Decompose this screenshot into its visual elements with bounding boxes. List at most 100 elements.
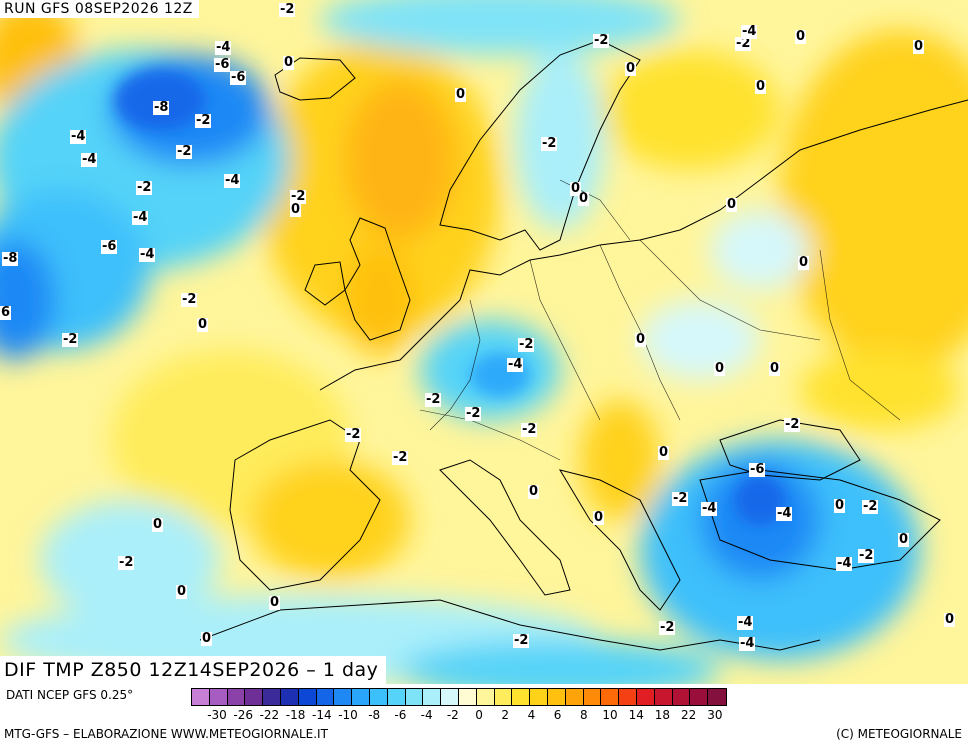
contour-label: -2 [593,33,610,48]
contour-label: 0 [635,332,647,347]
legend-tick-label: 2 [501,708,510,722]
contour-label: -2 [541,136,558,151]
contour-label: -8 [153,100,170,115]
legend-tick-label: -6 [394,708,407,722]
legend-color-swatch [583,689,602,705]
contour-label: -2 [425,392,442,407]
contour-label: 0 [714,361,726,376]
contour-label: -6 [214,57,231,72]
contour-label: -4 [739,636,756,651]
contour-label: 0 [658,445,670,460]
legend-color-swatch [530,689,548,705]
temperature-anomaly-map: RUN GFS 08SEP2026 12Z -2 -4 -6 -6 -8 -2 -4 -4 -2… [0,0,968,684]
contour-label: -2 [521,422,538,437]
legend-color-swatch [654,689,673,705]
legend-color-swatch [405,689,424,705]
contour-label: 0 [798,255,810,270]
contour-label: -2 [858,548,875,563]
legend-tick-label: 18 [654,708,671,722]
legend-color-swatch [708,689,726,705]
credit-right: (C) METEOGIORNALE [836,727,962,741]
legend-tick-label: -8 [368,708,381,722]
legend-color-swatch [334,689,353,705]
map-canvas [0,0,968,684]
contour-label: 0 [726,197,738,212]
legend-tick-label: 4 [527,708,536,722]
contour-label: -4 [836,556,853,571]
legend-tick-label: -14 [311,708,332,722]
contour-label: 0 [769,361,781,376]
legend-color-swatch [458,689,477,705]
contour-label: 0 [152,517,164,532]
contour-label: -4 [507,357,524,372]
legend-color-swatch [280,689,299,705]
map-title: DIF TMP Z850 12Z14SEP2026 – 1 day [0,656,387,684]
contour-label: -2 [513,633,530,648]
color-legend [191,688,727,706]
contour-label: -4 [70,129,87,144]
legend-color-swatch [387,689,406,705]
footer: DATI NCEP GFS 0.25° -30 -26 -2 2 -18 -14 -10 -8… [0,684,968,745]
contour-label: -4 [139,247,156,262]
contour-label: -4 [737,615,754,630]
contour-label: 0 [570,181,582,196]
legend-color-swatch [192,689,210,705]
legend-tick-label: -2 [446,708,459,722]
contour-label: -2 [735,36,752,51]
contour-label: 0 [898,532,910,547]
contour-label: -2 [136,180,153,195]
legend-color-swatch [636,689,655,705]
contour-label: -4 [81,152,98,167]
contour-label: 0 [201,631,213,646]
legend-color-swatch [441,689,459,705]
legend-color-swatch [227,689,246,705]
contour-label: 0 [755,79,767,94]
legend-color-swatch [352,689,370,705]
legend-tick-label: -18 [285,708,306,722]
legend-color-swatch [547,689,566,705]
contour-label: -2 [118,555,135,570]
legend-color-swatch [619,689,637,705]
contour-label: -2 [345,427,362,442]
contour-label: -2 [672,491,689,506]
legend-tick-label: 6 [553,708,562,722]
country-borders [419,179,901,461]
contour-label: 0 [197,317,209,332]
legend-tick-label: 22 [680,708,697,722]
legend-color-swatch [369,689,388,705]
contour-label: 0 [269,595,281,610]
contour-label: -2 [518,337,535,352]
contour-label: -4 [215,40,232,55]
contour-label: -2 [62,332,79,347]
contour-label: -2 [465,406,482,421]
legend-tick-label: -26 [233,708,253,722]
legend-color-swatch [476,689,495,705]
contour-label: 0 [578,191,590,206]
legend-color-swatch [690,689,709,705]
legend-color-swatch [316,689,335,705]
contour-label: -2 [279,2,296,17]
coastlines [199,39,968,651]
contour-label: 0 [913,39,925,54]
legend-tick-labels: -30 -26 -22 -18 -14 -10 -8 -6 -4 -2 0 2 4 6 8 10 14 18 22 3… [191,708,963,722]
contour-label: -2 [862,499,879,514]
data-source: DATI NCEP GFS 0.25° [6,688,134,702]
legend-color-swatch [601,689,620,705]
legend-tick-label: -30 [207,708,227,722]
contour-label: -2 [659,620,676,635]
contour-label: -2 [181,292,198,307]
legend-color-swatch [494,689,513,705]
contour-label: -4 [132,210,149,225]
contour-label: -6 [230,70,247,85]
legend-tick-label: -10 [338,708,358,722]
contour-label: 0 [593,510,605,525]
legend-tick-label: 8 [580,708,588,722]
legend-tick-label: 30 [707,708,723,722]
legend-color-swatch [565,689,584,705]
contour-label: 0 [625,61,637,76]
legend-tick-label: 0 [475,708,483,722]
credit-left: MTG-GFS – ELABORAZIONE WWW.METEOGIORNALE… [4,727,328,741]
legend-color-swatch [209,689,228,705]
contour-label: -6 [749,462,766,477]
contour-label: 0 [834,498,846,513]
